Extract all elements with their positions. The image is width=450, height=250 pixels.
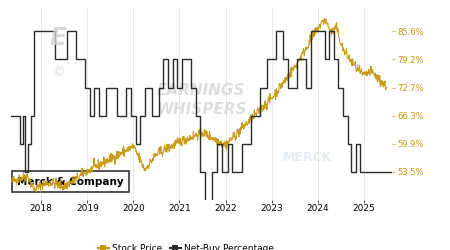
Text: E: E <box>50 26 67 50</box>
Text: MERCK: MERCK <box>283 151 333 164</box>
Text: Merck & Company: Merck & Company <box>17 176 124 186</box>
Text: ©: © <box>52 66 65 80</box>
Text: EARNINGS
WHISPERS: EARNINGS WHISPERS <box>156 83 247 117</box>
Legend: Stock Price, Net-Buy Percentage: Stock Price, Net-Buy Percentage <box>94 241 278 250</box>
